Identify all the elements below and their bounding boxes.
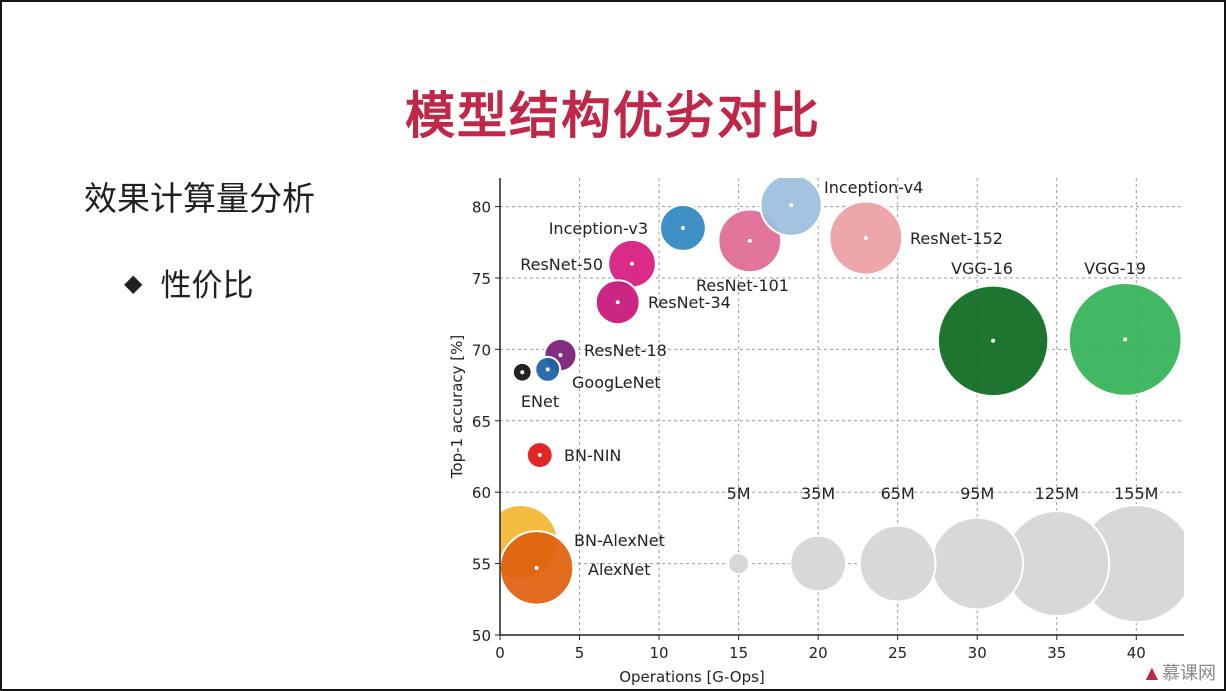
point-label-googlenet: GoogLeNet — [572, 373, 661, 392]
plot-area — [500, 178, 1184, 635]
y-axis-label: Top-1 accuracy [%] — [448, 335, 466, 479]
bubble-center-resnet-152 — [863, 235, 868, 240]
point-label-vgg-19: VGG-19 — [1084, 259, 1146, 278]
size-legend-label: 155M — [1114, 484, 1158, 503]
bubble-center-resnet-34 — [615, 300, 620, 305]
size-legend-bubble — [789, 534, 847, 593]
size-legend-bubble — [727, 552, 751, 576]
point-label-bn-nin: BN-NIN — [564, 446, 621, 465]
y-tick-label: 70 — [472, 341, 491, 359]
x-tick-label: 20 — [809, 644, 828, 662]
point-label-resnet-18: ResNet-18 — [584, 341, 667, 360]
point-label-inception-v3: Inception-v3 — [549, 219, 648, 238]
bubble-center-resnet-18 — [558, 353, 563, 358]
section-heading: 效果计算量分析 — [84, 179, 315, 218]
point-label-resnet-152: ResNet-152 — [910, 229, 1003, 248]
y-tick-label: 75 — [472, 270, 491, 288]
x-tick-label: 40 — [1127, 644, 1146, 662]
x-tick-label: 15 — [729, 644, 748, 662]
bubble-center-inception-v3 — [680, 225, 685, 230]
y-tick-label: 55 — [472, 556, 491, 574]
bubble-center-googlenet — [545, 367, 550, 372]
size-legend-label: 65M — [881, 484, 915, 503]
point-label-inception-v4: Inception-v4 — [824, 178, 923, 197]
point-label-resnet-50: ResNet-50 — [520, 255, 603, 274]
size-legend-bubble — [858, 524, 937, 603]
bullet-text: 性价比 — [160, 268, 254, 304]
y-tick-label: 50 — [472, 627, 491, 645]
x-tick-label: 5 — [575, 644, 585, 662]
x-axis-label: Operations [G-Ops] — [619, 668, 765, 686]
bubble-center-resnet-101 — [747, 238, 752, 243]
y-tick-label: 80 — [472, 199, 491, 217]
bubble-center-inception-v4 — [789, 203, 794, 208]
watermark: ▲ 慕课网 — [1146, 659, 1216, 685]
point-label-bn-alexnet: BN-AlexNet — [574, 531, 665, 550]
bubble-center-alexnet — [534, 565, 539, 570]
size-legend-label: 5M — [727, 484, 751, 503]
x-tick-label: 25 — [888, 644, 907, 662]
point-label-enet: ENet — [521, 392, 559, 411]
point-label-vgg-16: VGG-16 — [951, 259, 1013, 278]
slide-title: 模型结构优劣对比 — [405, 87, 821, 145]
bullet-item: ◆ 性价比 — [124, 260, 253, 305]
x-tick-label: 30 — [968, 644, 987, 662]
watermark-text: 慕课网 — [1162, 663, 1216, 684]
point-label-resnet-34: ResNet-34 — [648, 293, 731, 312]
bubble-center-vgg-16 — [991, 338, 996, 343]
size-legend-label: 125M — [1035, 484, 1079, 503]
point-label-alexnet: AlexNet — [588, 560, 651, 579]
x-tick-label: 35 — [1047, 644, 1066, 662]
size-legend-label: 95M — [960, 484, 994, 503]
size-legend-bubble — [930, 516, 1025, 611]
x-tick-label: 0 — [495, 644, 505, 662]
x-tick-label: 10 — [650, 644, 669, 662]
diamond-bullet-icon: ◆ — [124, 268, 143, 297]
size-legend-label: 35M — [801, 484, 835, 503]
y-tick-label: 60 — [472, 484, 491, 502]
bubble-center-enet — [520, 370, 525, 375]
point-label-resnet-101: ResNet-101 — [696, 276, 789, 295]
bubble-center-resnet-50 — [630, 261, 635, 266]
flame-icon: ▲ — [1145, 662, 1158, 682]
bubble-center-bn-nin — [537, 453, 542, 458]
bubble-center-vgg-19 — [1123, 337, 1128, 342]
y-tick-label: 65 — [472, 413, 491, 431]
